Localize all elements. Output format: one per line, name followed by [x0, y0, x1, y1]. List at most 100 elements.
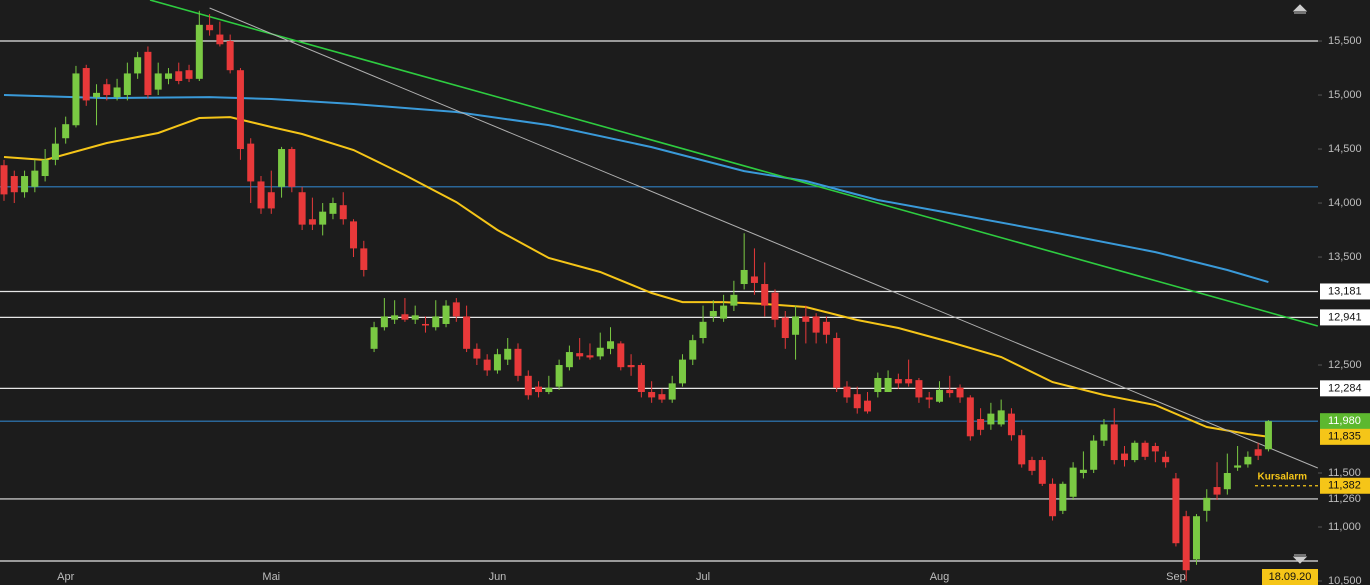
- candle-body: [1121, 453, 1129, 461]
- y-tick-label: 14,000: [1328, 197, 1362, 209]
- candle-body: [658, 394, 666, 400]
- candle-body: [195, 24, 203, 79]
- y-tick-label: 15,000: [1328, 89, 1362, 101]
- candle-body: [689, 340, 697, 360]
- candle-body: [319, 211, 327, 225]
- level-label: 11,980: [1328, 415, 1361, 427]
- candle-body: [452, 302, 460, 317]
- candle-body: [236, 70, 244, 150]
- candle-body: [524, 375, 532, 396]
- y-tick-label: 14,500: [1328, 143, 1362, 155]
- candle-body: [123, 73, 131, 96]
- candle-body: [1049, 483, 1057, 517]
- level-badge: [1320, 413, 1370, 430]
- candle-body: [514, 348, 522, 376]
- candle-body: [730, 294, 738, 306]
- candle-body: [586, 355, 594, 358]
- candle-body: [596, 347, 604, 357]
- candle-body: [391, 315, 399, 320]
- candle-body: [257, 181, 265, 209]
- candle-body: [339, 205, 347, 220]
- candle-body: [206, 24, 214, 31]
- candle-body: [288, 149, 296, 187]
- candle-body: [442, 305, 450, 324]
- candle-body: [82, 68, 90, 101]
- candle-body: [1059, 483, 1067, 511]
- level-label: 13,181: [1328, 285, 1362, 297]
- candle-body: [226, 41, 234, 71]
- candle-body: [946, 389, 954, 394]
- level-label: 12,284: [1328, 382, 1362, 394]
- candle-body: [1203, 497, 1211, 511]
- candle-body: [956, 387, 964, 398]
- candle-body: [720, 305, 728, 319]
- candle-body: [1172, 478, 1180, 544]
- x-tick-label: Jul: [696, 571, 710, 583]
- candle-body: [308, 219, 316, 225]
- x-tick-label: Mai: [262, 571, 280, 583]
- candle-body: [473, 348, 481, 359]
- candle-body: [1018, 435, 1026, 465]
- level-label: 12,941: [1328, 311, 1362, 323]
- candle-body: [1213, 487, 1221, 495]
- candle-body: [1100, 424, 1108, 441]
- candle-body: [350, 221, 358, 249]
- candle-body: [1110, 424, 1118, 461]
- scroll-up[interactable]: [1292, 4, 1308, 14]
- candle-body: [792, 316, 800, 335]
- candle-body: [31, 170, 39, 187]
- candle-body: [329, 203, 337, 214]
- candle-body: [709, 311, 717, 317]
- alarm-badge: [1320, 477, 1370, 494]
- candle-body: [175, 71, 183, 81]
- candle-body: [925, 397, 933, 400]
- candle-body: [781, 317, 789, 339]
- moving-average: [3, 116, 1269, 438]
- y-tick-label: 13,500: [1328, 251, 1362, 263]
- candle-body: [833, 338, 841, 388]
- candle-body: [1234, 465, 1242, 468]
- candle-body: [1254, 449, 1262, 456]
- candle-body: [278, 149, 286, 187]
- candle-body: [843, 386, 851, 398]
- candle-body: [894, 379, 902, 384]
- candle-body: [154, 73, 162, 90]
- date-label: 18.09.20: [1269, 571, 1312, 583]
- candle-body: [576, 353, 584, 357]
- candle-body: [483, 359, 491, 371]
- trend-line: [149, 0, 1318, 327]
- candle-body: [822, 321, 830, 335]
- candle-body: [298, 192, 306, 225]
- candle-body: [432, 316, 440, 328]
- candle-body: [740, 269, 748, 285]
- candle-body: [1141, 442, 1149, 457]
- level-badge: [1320, 309, 1370, 326]
- y-tick-label: 11,500: [1328, 467, 1361, 479]
- scroll-down[interactable]: [1292, 554, 1308, 564]
- candle-body: [874, 377, 882, 393]
- candle-body: [1028, 460, 1036, 471]
- trend-line: [209, 7, 1318, 469]
- candle-body: [0, 165, 8, 195]
- candle-body: [1069, 467, 1077, 497]
- candle-body: [648, 392, 656, 398]
- candle-body: [637, 365, 645, 393]
- candle-body: [1244, 456, 1252, 465]
- level-badge: [1320, 380, 1370, 397]
- y-tick-label: 11,000: [1328, 521, 1361, 533]
- candle-body: [1162, 456, 1170, 463]
- candle-body: [421, 323, 429, 326]
- price-axis: 10,500 11,000 11,500 12,500 13,500 14,000 14,5…: [1318, 35, 1370, 585]
- candle-body: [617, 343, 625, 368]
- candle-body: [51, 143, 59, 160]
- candle-body: [493, 354, 501, 371]
- candle-body: [1182, 516, 1190, 571]
- candle-body: [864, 400, 872, 412]
- y-tick-label: 12,500: [1328, 359, 1362, 371]
- candle-body: [853, 394, 861, 409]
- candle-body: [607, 341, 615, 349]
- candle-body: [93, 92, 101, 98]
- candle-body: [565, 352, 573, 368]
- candle-body: [216, 34, 224, 45]
